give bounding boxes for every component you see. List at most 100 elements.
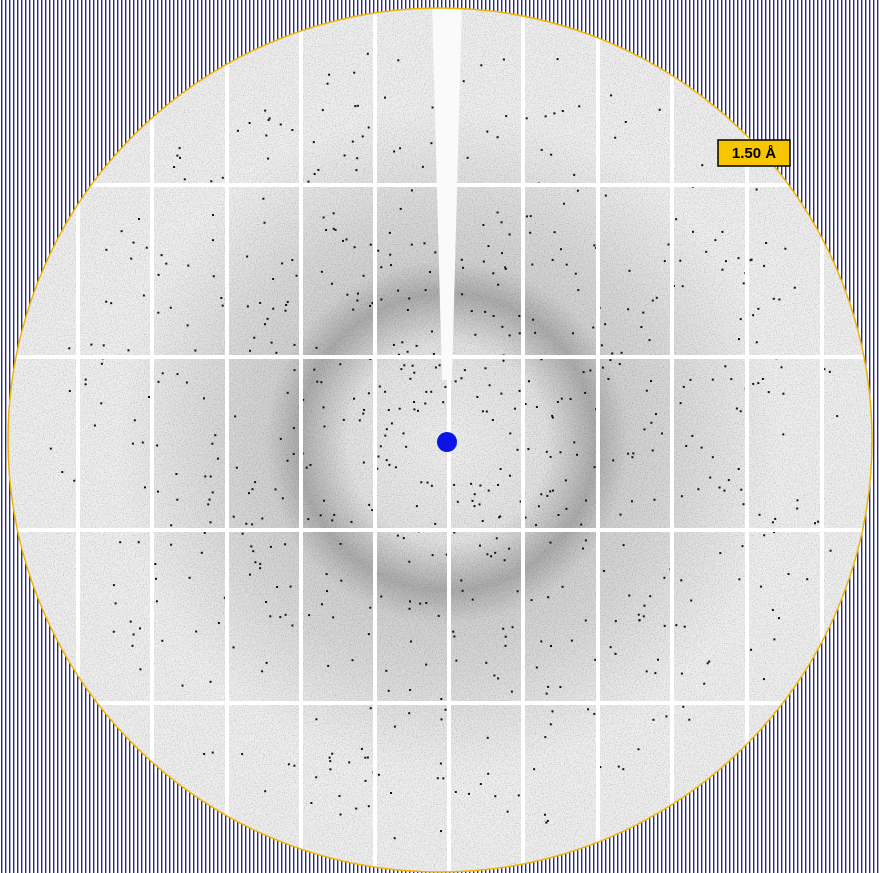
spot (752, 383, 754, 385)
spot (368, 392, 370, 394)
spot (652, 719, 654, 721)
spot (467, 157, 469, 159)
spot (756, 341, 758, 343)
spot (361, 748, 363, 750)
spot (110, 302, 112, 304)
spot (663, 577, 665, 579)
spot (501, 252, 503, 254)
spot (170, 544, 172, 546)
spot (494, 552, 496, 554)
beam-center (437, 432, 457, 452)
spot (388, 409, 390, 411)
spot (279, 616, 281, 618)
spot (605, 195, 607, 197)
spot (561, 398, 563, 400)
spot (291, 129, 293, 131)
spot (400, 208, 402, 210)
spot (655, 413, 657, 415)
spot (254, 561, 256, 563)
spot (620, 514, 622, 516)
spot (642, 312, 644, 314)
spot (499, 515, 501, 517)
spot (625, 121, 627, 123)
spot (594, 466, 596, 468)
spot (290, 586, 292, 588)
spot (293, 453, 295, 455)
spot (531, 264, 533, 266)
spot (307, 518, 309, 520)
spot (333, 228, 335, 230)
spot (482, 520, 484, 522)
spot (829, 371, 831, 373)
spot (683, 386, 685, 388)
spot (740, 410, 742, 412)
spot (688, 719, 690, 721)
spot (560, 451, 562, 453)
spot (306, 467, 308, 469)
spot (507, 811, 509, 813)
spot (264, 222, 266, 224)
spot (130, 621, 132, 623)
spot (259, 563, 261, 565)
spot (340, 543, 342, 545)
spot (276, 586, 278, 588)
spot (353, 72, 355, 74)
spot (497, 284, 499, 286)
spot (210, 476, 212, 478)
spot (422, 166, 424, 168)
spot (622, 768, 624, 770)
spot (395, 466, 397, 468)
spot (134, 419, 136, 421)
spot (485, 662, 487, 664)
spot (503, 59, 505, 61)
spot (73, 480, 75, 482)
page: 1.50 Å (() => { const data = JSON.parse(… (0, 0, 879, 873)
spot (403, 364, 405, 366)
spot (296, 275, 298, 277)
spot (592, 327, 594, 329)
spot (681, 673, 683, 675)
spot (132, 443, 134, 445)
spot (692, 231, 694, 233)
spot (315, 718, 317, 720)
spot (621, 352, 623, 354)
spot (509, 234, 511, 236)
spot (536, 667, 538, 669)
spot (397, 59, 399, 61)
spot (128, 349, 130, 351)
spot (368, 805, 370, 807)
spot (532, 319, 534, 321)
spot (602, 367, 604, 369)
spot (560, 248, 562, 250)
spot (438, 615, 440, 617)
spot (369, 305, 371, 307)
spot (249, 122, 251, 124)
spot (322, 109, 324, 111)
spot (615, 653, 617, 655)
spot (85, 383, 87, 385)
spot (474, 334, 476, 336)
spot (547, 596, 549, 598)
spot (344, 155, 346, 157)
spot (518, 794, 520, 796)
spot (654, 499, 656, 501)
spot (316, 381, 318, 383)
spot (340, 814, 342, 816)
spot (572, 332, 574, 334)
spot (580, 524, 582, 526)
spot (201, 552, 203, 554)
spot (354, 246, 356, 248)
spot (806, 578, 808, 580)
spot (490, 555, 492, 557)
spot (724, 365, 726, 367)
spot (484, 311, 486, 313)
spot (291, 259, 293, 261)
spot (253, 337, 255, 339)
spot (175, 473, 177, 475)
spot (321, 271, 323, 273)
spot (320, 381, 322, 383)
spot (386, 428, 388, 430)
spot (575, 273, 577, 275)
spot (50, 448, 52, 450)
spot (594, 659, 596, 661)
